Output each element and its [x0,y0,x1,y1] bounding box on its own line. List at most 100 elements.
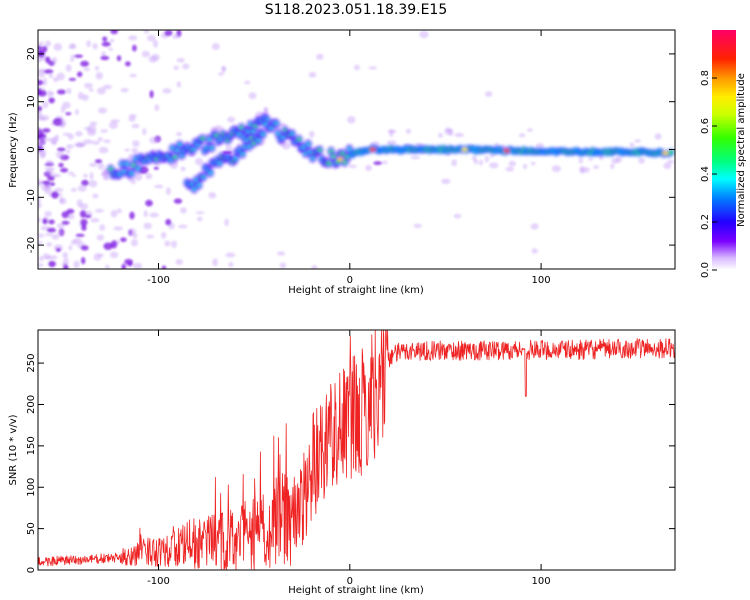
colorbar-tick-label: 0.8 [700,70,711,86]
snr-panel: -100 0 100 0 50 100 150 200 250 Height of straig… [8,329,676,596]
noise-speckle [518,133,526,138]
noise-speckle [72,174,77,178]
noise-speckle [48,97,55,104]
noise-speckle [224,218,229,227]
ridge-inner [209,146,215,150]
ridge-inner [213,133,219,138]
noise-speckle [654,133,662,140]
noise-speckle [347,116,356,124]
spectrogram-ylabel: Frequency (Hz) [8,112,19,188]
noise-speckle [225,145,233,151]
noise-speckle [66,208,75,214]
noise-speckle [60,106,66,113]
noise-speckle [508,160,516,167]
noise-speckle [49,182,55,187]
noise-speckle [441,178,451,185]
noise-speckle [160,231,167,239]
ridge-inner [296,137,302,142]
noise-speckle [381,160,388,165]
noise-speckle [77,71,83,78]
ridge-inner [275,132,281,136]
colorbar: 0.0 0.2 0.4 0.6 0.8 Normalized spectral ampl… [700,30,747,278]
colorbar-tick-label: 0.4 [700,166,711,182]
noise-speckle [83,139,93,145]
noise-speckle [578,157,583,164]
noise-speckle [50,137,58,145]
ridge-inner [250,129,256,134]
colorbar-tick-label: 0.2 [700,214,711,230]
noise-speckle [92,43,98,50]
ridge-inner [239,152,245,156]
ridge-inner [317,148,323,152]
noise-speckle [162,88,172,94]
ridge-peak [662,151,669,155]
noise-speckle [74,54,83,58]
noise-speckle [38,241,43,245]
noise-speckle [94,208,104,213]
noise-speckle [161,265,167,269]
noise-speckle [38,216,41,223]
noise-speckle [180,207,187,214]
noise-speckle [66,88,72,94]
noise-speckle [129,73,137,78]
snr-series-line [38,330,675,570]
noise-speckle [386,140,397,146]
noise-speckle [147,34,156,42]
noise-speckle [368,66,378,70]
snr-frame [37,329,676,571]
noise-speckle [58,162,64,168]
noise-speckle [453,213,462,219]
noise-speckle [227,116,236,123]
noise-speckle [69,43,76,48]
noise-speckle [54,187,64,193]
noise-speckle [52,118,63,126]
noise-speckle [149,136,160,144]
noise-speckle [113,226,124,231]
noise-speckle [103,242,113,250]
noise-speckle [611,157,619,164]
noise-speckle [141,50,150,58]
noise-speckle [45,56,51,64]
noise-speckle [93,253,102,261]
noise-speckle [149,212,159,218]
noise-speckle [38,233,45,238]
noise-speckle [225,252,236,258]
noise-speckle [132,140,140,147]
noise-speckle [279,262,286,269]
noise-speckle [38,70,46,78]
noise-speckle [131,123,140,129]
noise-speckle [535,142,545,150]
noise-speckle [110,240,118,249]
ridge-inner [200,136,205,141]
noise-speckle [82,94,89,101]
noise-speckle [42,218,48,225]
noise-speckle [165,187,171,196]
snr-ytick-label: 100 [26,478,37,497]
noise-speckle [211,43,220,50]
noise-speckle [454,132,464,138]
noise-speckle [373,161,383,166]
noise-speckle [60,119,67,126]
noise-speckle [142,128,147,136]
snr-ylabel: SNR (10 * v/v) [8,414,19,485]
ridge-inner [200,175,206,179]
noise-speckle [97,107,108,114]
noise-speckle [610,163,615,170]
ridge-inner [191,187,197,191]
noise-speckle [593,165,600,169]
noise-speckle [84,82,93,89]
noise-speckle [75,131,83,137]
colorbar-ticks: 0.0 0.2 0.4 0.6 0.8 [700,70,717,278]
noise-speckle [74,142,84,148]
noise-speckle [58,193,63,197]
snr-ytick-label: 150 [26,436,37,455]
noise-speckle [38,196,41,203]
noise-speckle [146,234,155,239]
noise-speckle [60,167,69,173]
noise-speckle [218,72,224,76]
noise-speckle [108,121,118,129]
snr-ytick-label: 50 [26,522,37,535]
